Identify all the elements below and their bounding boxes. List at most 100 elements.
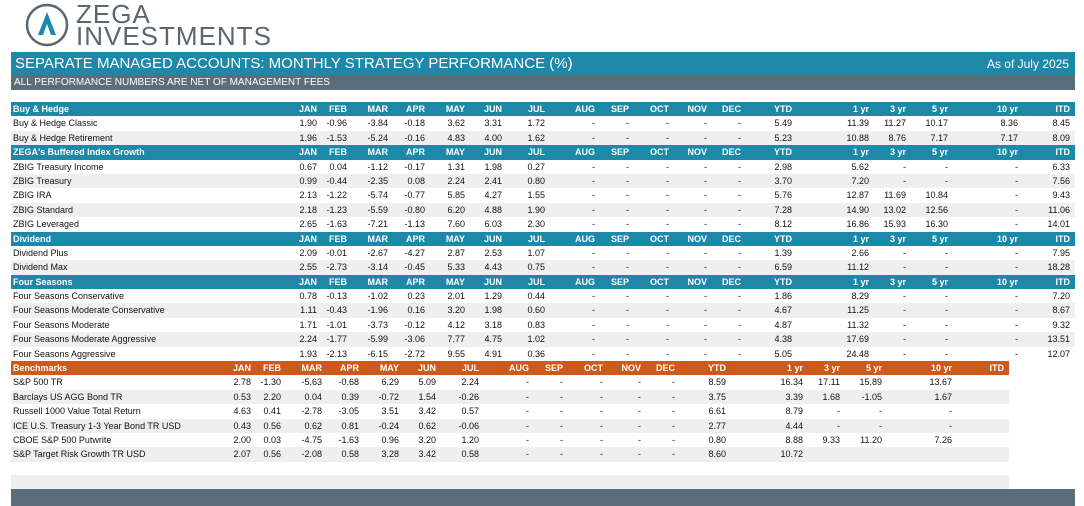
value-feb: -1.63	[326, 219, 347, 230]
value-ytd: 4.38	[774, 334, 792, 345]
value-itd: 9.43	[1052, 190, 1070, 201]
value-dec: -	[672, 420, 675, 431]
value-10-yr: 7.17	[1000, 132, 1018, 143]
value-10-yr: 8.36	[1000, 118, 1018, 129]
value-jul: 0.27	[527, 161, 545, 172]
value-feb: -0.13	[326, 291, 347, 302]
value-3-yr: -	[903, 175, 906, 186]
value-jul: 1.90	[527, 204, 545, 215]
value-jun: 0.62	[418, 420, 436, 431]
value-jul: -0.26	[458, 391, 479, 402]
value-dec: -	[738, 118, 741, 129]
value-itd: 6.33	[1052, 161, 1070, 172]
column-header-3-yr: 3 yr	[889, 233, 906, 244]
value-feb: -1.53	[326, 132, 347, 143]
value-jul: 1.02	[527, 334, 545, 345]
value-jun: 3.42	[418, 406, 436, 417]
value-jan: 2.65	[299, 219, 317, 230]
strategy-name: ZBIG Leveraged	[13, 219, 80, 230]
value-jul: 2.24	[461, 377, 479, 388]
section-title: Benchmarks	[13, 363, 68, 374]
value-jul: 1.72	[527, 118, 545, 129]
value-feb: -1.23	[326, 204, 347, 215]
value-3-yr: -	[837, 420, 840, 431]
column-header-jun: JUN	[417, 363, 436, 374]
value-oct: -	[666, 132, 669, 143]
value-itd: 7.20	[1052, 291, 1070, 302]
strategy-name: Four Seasons Moderate Conservative	[13, 305, 165, 316]
column-header-jan: JAN	[298, 233, 317, 244]
value-apr: -0.68	[338, 377, 359, 388]
value-jun: 2.53	[484, 247, 502, 258]
column-header-1-yr: 1 yr	[852, 233, 869, 244]
value-may: 6.29	[381, 377, 399, 388]
value-apr: -4.27	[404, 247, 425, 258]
column-header-1-yr: 1 yr	[786, 363, 803, 374]
value-sep: -	[626, 132, 629, 143]
value-3-yr: 11.69	[884, 190, 906, 201]
value-sep: -	[626, 204, 629, 215]
column-header-oct: OCT	[650, 276, 669, 287]
value-nov: -	[638, 420, 641, 431]
value-dec: -	[738, 348, 741, 359]
value-mar: -5.59	[367, 204, 388, 215]
value-3-yr: 11.27	[884, 118, 906, 129]
value-dec: -	[672, 449, 675, 460]
value-nov: -	[704, 118, 707, 129]
column-header-may: MAY	[445, 104, 465, 114]
value-mar: -1.96	[367, 305, 388, 316]
column-header-apr: APR	[405, 147, 425, 158]
value-1-yr: 3.39	[785, 391, 803, 402]
value-itd: 8.45	[1052, 118, 1070, 129]
value-1-yr: 7.20	[851, 175, 869, 186]
column-header-may: MAY	[445, 233, 465, 244]
value-may: 5.33	[447, 262, 465, 273]
value-nov: -	[704, 132, 707, 143]
value-may: 7.60	[447, 219, 465, 230]
value-jan: 4.63	[233, 406, 251, 417]
value-sep: -	[626, 319, 629, 330]
column-header-ytd: YTD	[774, 233, 792, 244]
value-feb: 0.41	[263, 406, 281, 417]
value-nov: -	[704, 204, 707, 215]
value-10-yr: 7.26	[934, 434, 952, 445]
value-3-yr: -	[903, 161, 906, 172]
value-ytd: 8.60	[708, 449, 726, 460]
column-header-apr: APR	[339, 363, 359, 374]
column-header-oct: OCT	[650, 233, 669, 244]
value-ytd: 3.70	[774, 175, 792, 186]
strategy-name: S&P Target Risk Growth TR USD	[13, 449, 146, 460]
value-dec: -	[738, 175, 741, 186]
column-header-1-yr: 1 yr	[852, 276, 869, 287]
value-3-yr: -	[903, 247, 906, 258]
value-feb: 0.04	[329, 161, 347, 172]
value-apr: -1.63	[338, 434, 359, 445]
value-oct: -	[600, 449, 603, 460]
value-feb: -2.73	[326, 262, 347, 273]
column-header-dec: DEC	[721, 147, 741, 158]
value-ytd: 4.67	[774, 305, 792, 316]
value-jul: 0.60	[527, 305, 545, 316]
value-apr: 0.58	[341, 449, 359, 460]
value-oct: -	[666, 118, 669, 129]
value-dec: -	[738, 190, 741, 201]
column-header-10-yr: 10 yr	[996, 276, 1018, 287]
column-header-itd: ITD	[1055, 104, 1071, 114]
strategy-name: CBOE S&P 500 Putwrite	[13, 434, 112, 445]
value-jun: 1.98	[484, 305, 502, 316]
value-1-yr: 12.87	[846, 190, 869, 201]
value-itd: 7.95	[1052, 247, 1070, 258]
value-sep: -	[560, 420, 563, 431]
value-5-yr: 15.89	[859, 377, 882, 388]
table-row: ZBIG Leveraged 2.65 -1.63 -7.21 -1.13 7.60 6.0…	[11, 217, 1075, 231]
value-jul: 0.58	[461, 449, 479, 460]
value-jul: 1.55	[527, 190, 545, 201]
value-oct: -	[666, 262, 669, 273]
table-row: ZBIG Treasury Income 0.67 0.04 -1.12 -0.17 1.…	[11, 160, 1075, 174]
column-header-may: MAY	[445, 276, 465, 287]
performance-table: Buy & Hedge JAN FEB MAR APR MAY JUN JUL AUG SEP OC…	[11, 102, 1075, 462]
value-dec: -	[738, 219, 741, 230]
value-sep: -	[626, 291, 629, 302]
column-header-jan: JAN	[232, 363, 251, 374]
value-aug: -	[592, 118, 595, 129]
